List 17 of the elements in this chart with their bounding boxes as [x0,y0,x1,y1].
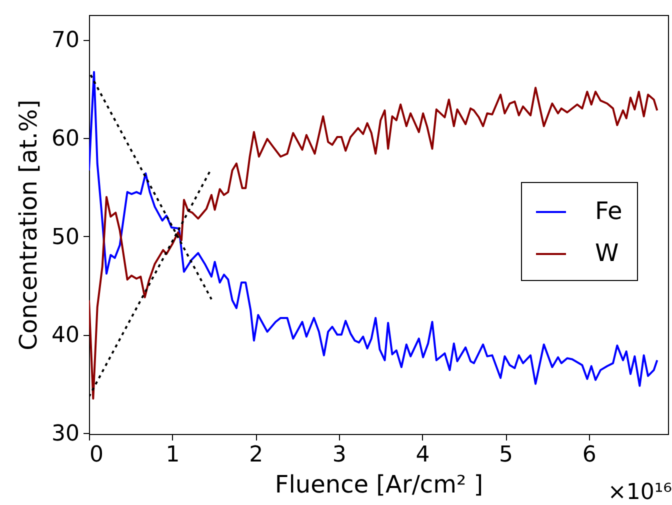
y-tick-label: 60 [52,126,80,152]
x-tick-label: 5 [499,442,514,468]
x-tick-label: 3 [332,442,346,468]
y-tick-label: 50 [52,224,80,250]
x-axis-title: Fluence [Ar/cm² ] [274,470,484,498]
y-tick-label: 40 [52,323,80,348]
y-tick-label: 30 [52,422,80,447]
x-tick-label: 6 [582,442,596,468]
legend-label: W [595,239,619,267]
x-tick-label: 2 [249,442,264,468]
text: ×10¹⁶ [608,480,672,505]
y-tick-label: 70 [52,28,80,54]
x-tick-label: 1 [166,442,180,468]
legend-label: Fe [595,197,622,225]
y-axis-title: Concentration [at.%] [14,100,43,350]
x-tick-label: 4 [416,442,430,468]
x-tick-label: 0 [90,442,104,468]
